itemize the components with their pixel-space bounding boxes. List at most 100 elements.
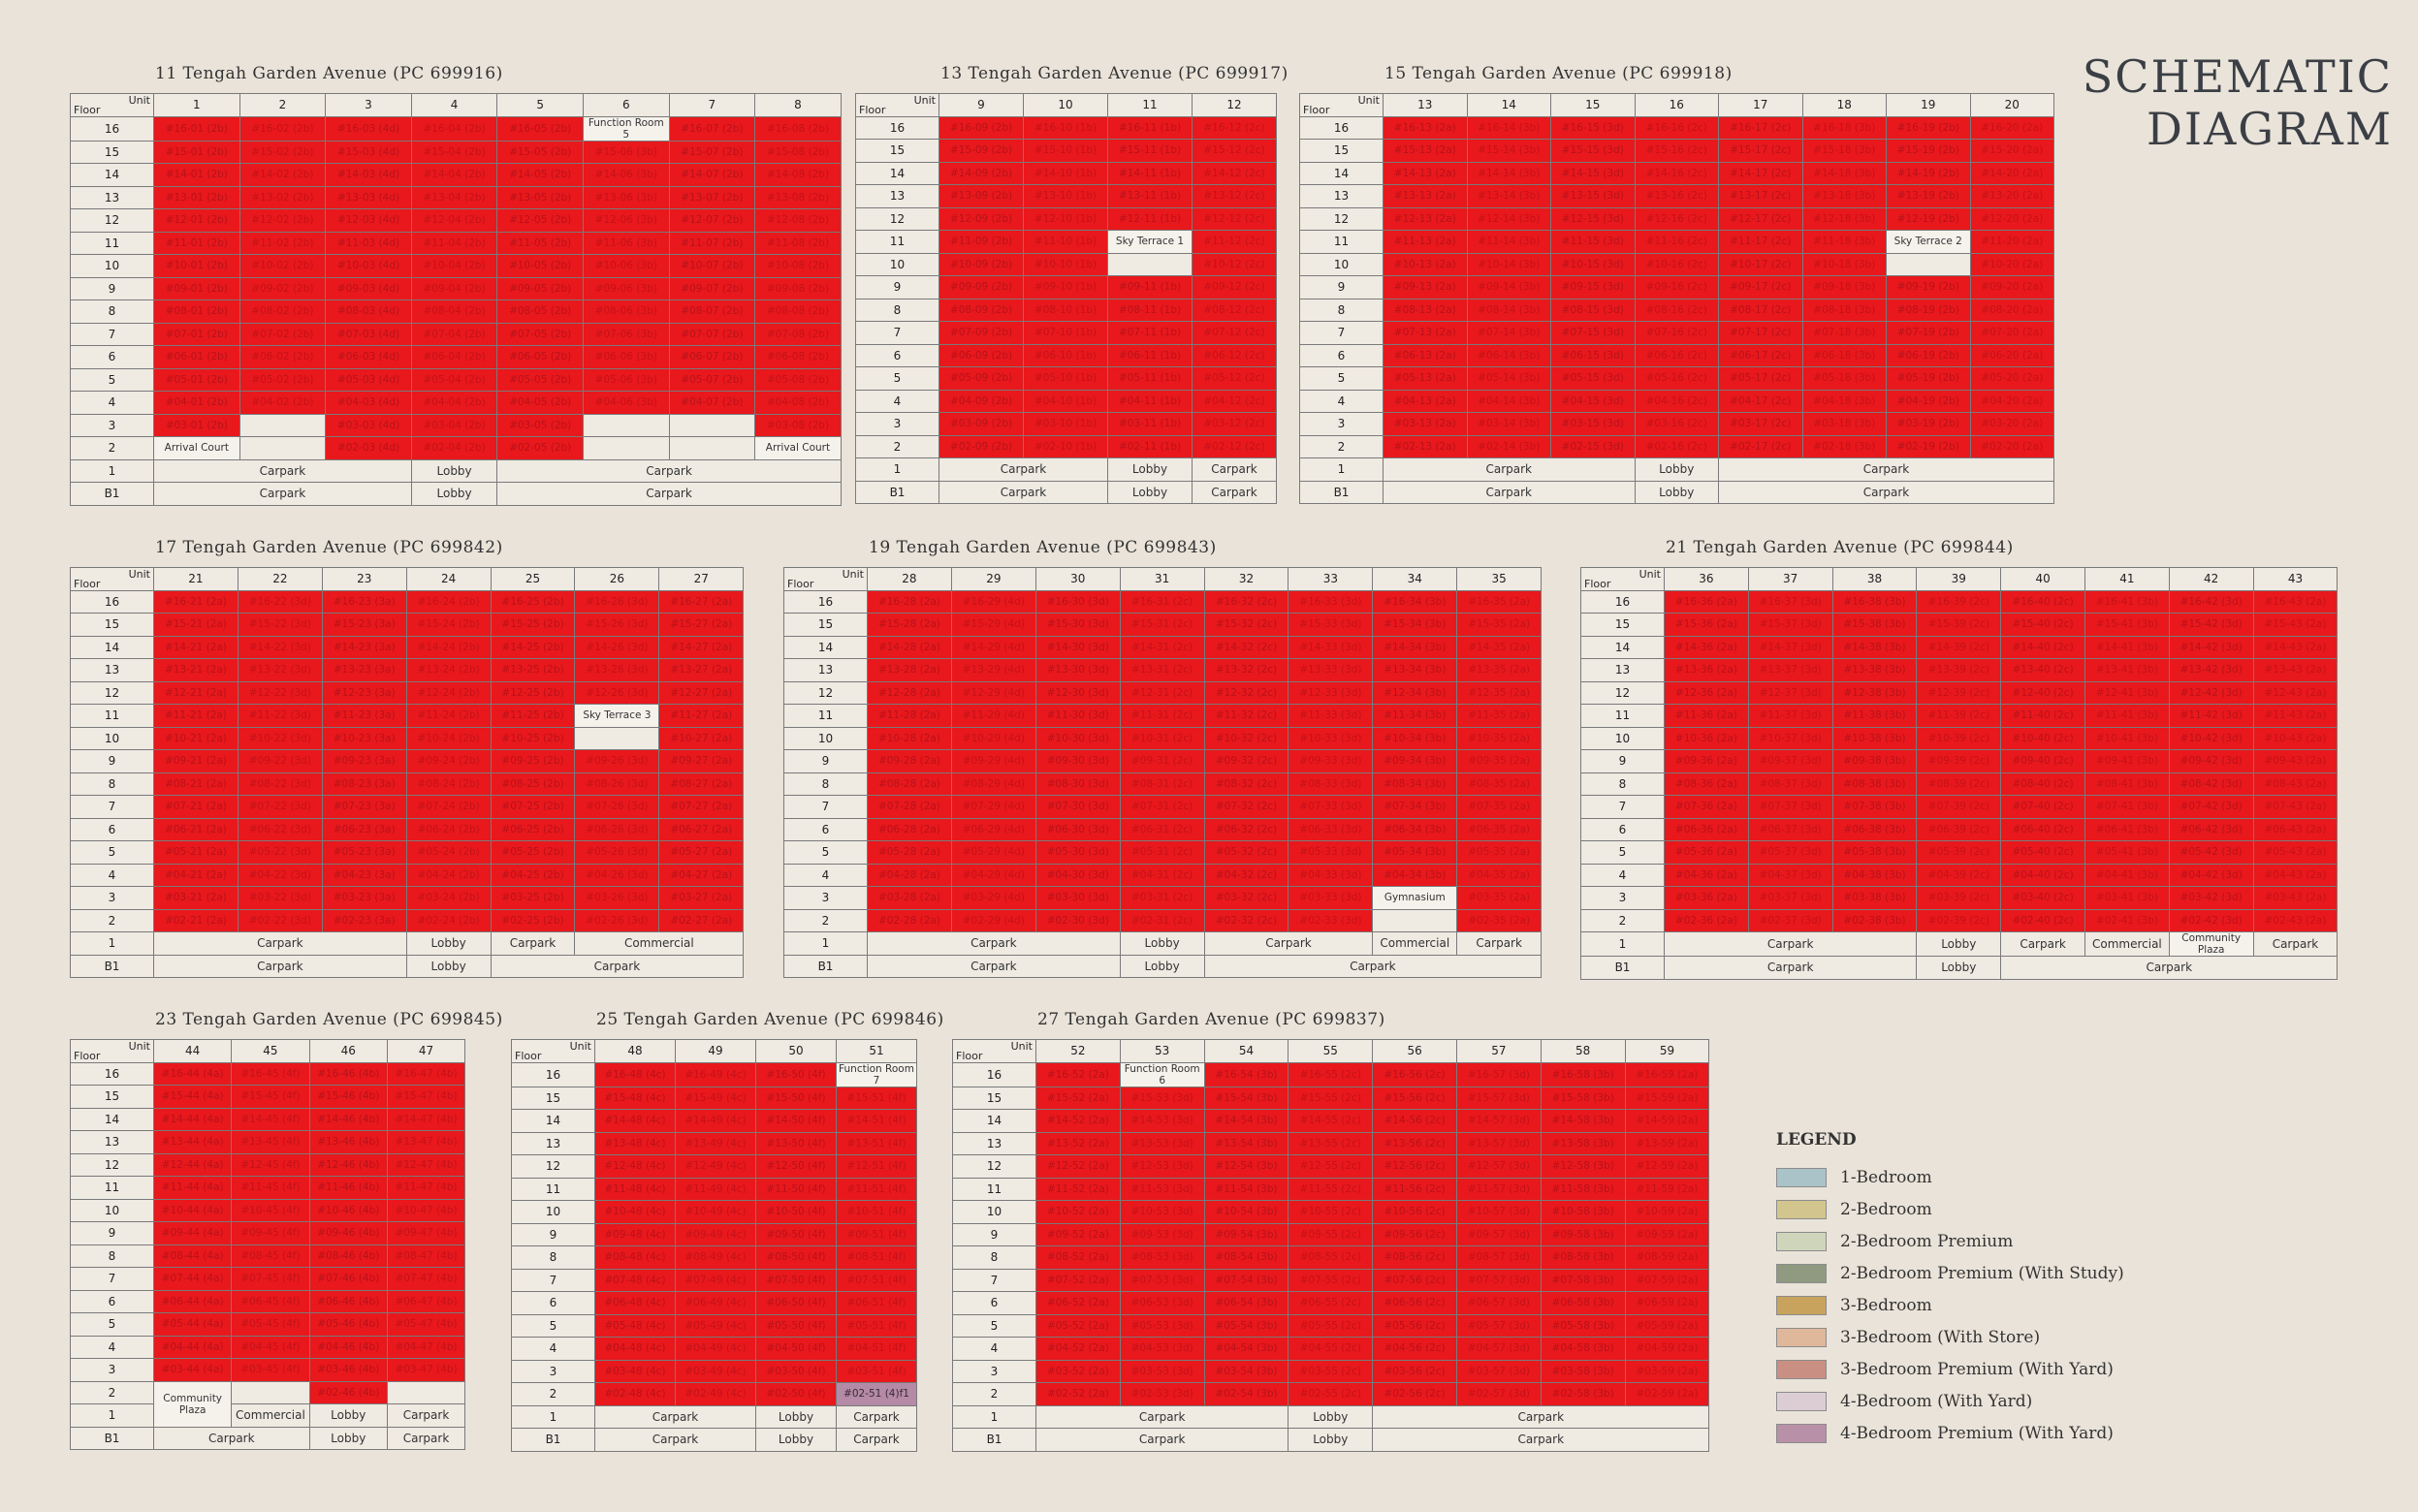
unit-cell[interactable]: #02-10 (1b) [1023, 434, 1108, 458]
unit-cell[interactable]: #13-24 (2b) [405, 658, 492, 682]
unit-cell[interactable]: #02-53 (3d) [1119, 1382, 1205, 1406]
unit-cell[interactable]: #03-26 (3d) [574, 886, 660, 910]
unit-cell[interactable]: #07-45 (4f) [231, 1267, 310, 1291]
unit-cell[interactable]: #10-44 (4a) [152, 1198, 233, 1222]
unit-cell[interactable]: #13-42 (3d) [2168, 658, 2254, 682]
unit-cell[interactable]: #03-48 (4c) [594, 1359, 676, 1383]
unit-cell[interactable]: #12-20 (2a) [1969, 206, 2054, 231]
unit-cell[interactable]: #06-29 (4d) [950, 817, 1036, 841]
unit-cell[interactable]: #16-54 (3b) [1203, 1061, 1289, 1087]
unit-cell[interactable]: #13-23 (3a) [321, 658, 407, 682]
unit-cell[interactable]: #11-54 (3b) [1203, 1177, 1289, 1201]
unit-cell[interactable]: #12-36 (2a) [1664, 680, 1749, 705]
unit-cell[interactable]: #11-50 (4f) [755, 1177, 837, 1201]
unit-cell[interactable]: #03-51 (4f) [836, 1359, 917, 1383]
unit-cell[interactable]: #05-33 (3d) [1288, 840, 1374, 865]
unit-cell[interactable]: #07-36 (2a) [1664, 795, 1749, 819]
unit-cell[interactable]: #11-39 (2c) [1916, 704, 2002, 728]
unit-cell[interactable]: #04-20 (2a) [1969, 389, 2054, 413]
unit-cell[interactable]: #02-18 (3b) [1801, 434, 1887, 458]
unit-cell[interactable]: #11-35 (2a) [1456, 704, 1543, 728]
unit-cell[interactable]: #08-19 (2b) [1886, 298, 1971, 322]
unit-cell[interactable]: #12-33 (3d) [1288, 680, 1374, 705]
unit-cell[interactable]: #15-28 (2a) [867, 613, 952, 637]
unit-cell[interactable]: #03-58 (3b) [1540, 1359, 1626, 1383]
unit-cell[interactable]: #15-11 (1b) [1107, 139, 1193, 163]
unit-cell[interactable]: #04-49 (4c) [675, 1337, 756, 1361]
unit-cell[interactable]: #15-15 (3d) [1550, 139, 1636, 163]
unit-cell[interactable]: #07-47 (4b) [386, 1267, 466, 1291]
unit-cell[interactable]: #04-46 (4b) [308, 1335, 388, 1359]
unit-cell[interactable]: #03-45 (4f) [231, 1358, 310, 1382]
unit-cell[interactable]: #03-47 (4b) [386, 1358, 466, 1382]
unit-cell[interactable]: #13-13 (2a) [1383, 184, 1468, 208]
unit-cell[interactable]: #04-23 (3a) [321, 863, 407, 887]
unit-cell[interactable]: #15-37 (3d) [1747, 613, 1833, 637]
unit-cell[interactable]: #11-49 (4c) [675, 1177, 756, 1201]
unit-cell[interactable]: #05-22 (3d) [237, 840, 323, 865]
unit-cell[interactable]: #02-38 (3b) [1831, 908, 1918, 932]
unit-cell[interactable]: #14-17 (2c) [1718, 161, 1803, 185]
unit-cell[interactable]: #07-17 (2c) [1718, 321, 1803, 345]
unit-cell[interactable]: #06-08 (2b) [754, 345, 842, 369]
unit-cell[interactable]: #14-22 (3d) [237, 635, 323, 659]
unit-cell[interactable]: #02-03 (4d) [325, 436, 412, 460]
unit-cell[interactable]: #10-16 (2c) [1634, 252, 1719, 276]
unit-cell[interactable]: #13-32 (2c) [1203, 658, 1289, 682]
unit-cell[interactable]: #10-24 (2b) [405, 726, 492, 750]
unit-cell[interactable]: #10-39 (2c) [1916, 726, 2002, 750]
unit-cell[interactable]: #10-14 (3b) [1466, 252, 1551, 276]
unit-cell[interactable]: #15-10 (1b) [1023, 139, 1108, 163]
unit-cell[interactable]: #14-52 (2a) [1035, 1109, 1121, 1133]
unit-cell[interactable]: #09-42 (3d) [2168, 749, 2254, 773]
unit-cell[interactable]: #02-17 (2c) [1718, 434, 1803, 458]
unit-cell[interactable]: #14-59 (2a) [1624, 1109, 1710, 1133]
unit-cell[interactable]: #05-39 (2c) [1916, 840, 2002, 865]
unit-cell[interactable]: #09-17 (2c) [1718, 275, 1803, 299]
unit-cell[interactable]: #09-29 (4d) [950, 749, 1036, 773]
unit-cell[interactable]: #15-31 (2c) [1119, 613, 1205, 637]
unit-cell[interactable]: #07-21 (2a) [153, 795, 239, 819]
unit-cell[interactable]: #03-52 (2a) [1035, 1359, 1121, 1383]
unit-cell[interactable]: #09-21 (2a) [153, 749, 239, 773]
unit-cell[interactable]: #14-40 (2c) [2000, 635, 2085, 659]
unit-cell[interactable]: #03-31 (2c) [1119, 886, 1205, 910]
unit-cell[interactable]: #03-24 (2b) [405, 886, 492, 910]
unit-cell[interactable]: #09-20 (2a) [1969, 275, 2054, 299]
unit-cell[interactable]: #06-53 (3d) [1119, 1291, 1205, 1315]
unit-cell[interactable]: #08-12 (2c) [1192, 298, 1277, 322]
unit-cell[interactable]: #11-03 (4d) [325, 231, 412, 255]
unit-cell[interactable]: #08-15 (3d) [1550, 298, 1636, 322]
unit-cell[interactable]: #11-18 (3b) [1801, 230, 1887, 254]
unit-cell[interactable]: #06-51 (4f) [836, 1291, 917, 1315]
unit-cell[interactable]: #15-57 (3d) [1455, 1086, 1542, 1110]
unit-cell[interactable]: #03-54 (3b) [1203, 1359, 1289, 1383]
unit-cell[interactable]: #04-44 (4a) [152, 1335, 233, 1359]
unit-cell[interactable]: #04-56 (2c) [1372, 1337, 1457, 1361]
unit-cell[interactable]: #07-51 (4f) [836, 1268, 917, 1292]
unit-cell[interactable]: #07-05 (2b) [496, 322, 584, 346]
unit-cell[interactable]: #02-04 (2b) [410, 436, 498, 460]
unit-cell[interactable]: #10-48 (4c) [594, 1200, 676, 1224]
unit-cell[interactable]: #04-34 (3b) [1372, 863, 1458, 887]
unit-cell[interactable]: #03-17 (2c) [1718, 412, 1803, 436]
unit-cell[interactable]: #09-23 (3a) [321, 749, 407, 773]
unit-cell[interactable]: #04-18 (3b) [1801, 389, 1887, 413]
unit-cell[interactable]: #11-23 (3a) [321, 704, 407, 728]
unit-cell[interactable]: #09-28 (2a) [867, 749, 952, 773]
unit-cell[interactable]: #10-13 (2a) [1383, 252, 1468, 276]
unit-cell[interactable]: #14-12 (2c) [1192, 161, 1277, 185]
unit-cell[interactable]: #09-07 (2b) [668, 276, 756, 300]
unit-cell[interactable]: #04-47 (4b) [386, 1335, 466, 1359]
unit-cell[interactable]: #13-33 (3d) [1288, 658, 1374, 682]
unit-cell[interactable]: #13-55 (2c) [1288, 1131, 1374, 1155]
unit-cell[interactable]: #09-13 (2a) [1383, 275, 1468, 299]
unit-cell[interactable]: #16-16 (2c) [1634, 115, 1719, 140]
unit-cell[interactable]: #13-43 (2a) [2252, 658, 2338, 682]
unit-cell[interactable]: #04-36 (2a) [1664, 863, 1749, 887]
unit-cell[interactable]: #10-07 (2b) [668, 254, 756, 278]
unit-cell[interactable]: #02-27 (2a) [658, 908, 745, 932]
unit-cell[interactable]: #14-57 (3d) [1455, 1109, 1542, 1133]
unit-cell[interactable]: #05-57 (3d) [1455, 1313, 1542, 1338]
unit-cell[interactable]: #11-29 (4d) [950, 704, 1036, 728]
